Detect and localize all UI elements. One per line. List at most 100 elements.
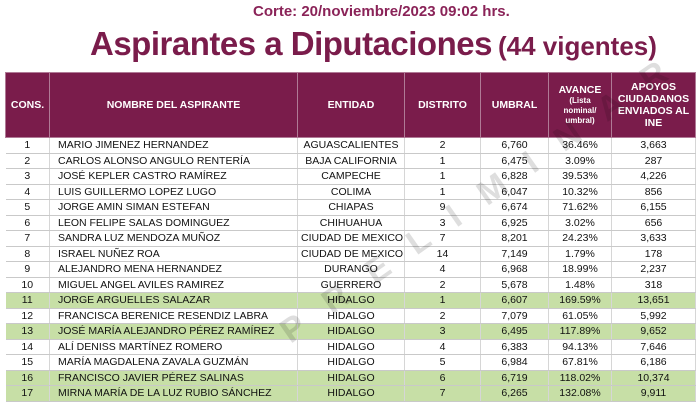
cell-avance: 18.99% <box>548 261 612 278</box>
cell-entidad: HIDALGO <box>297 323 405 340</box>
cell-apoyos: 656 <box>611 215 696 231</box>
table-row: 14 ALÍ DENISS MARTÍNEZ ROMERO HIDALGO 4 6,38… <box>5 339 696 355</box>
cell-distrito: 3 <box>404 323 481 340</box>
cell-cons: 17 <box>5 385 50 402</box>
cell-nombre: JOSÉ KEPLER CASTRO RAMÍREZ <box>49 168 298 185</box>
cell-entidad: CIUDAD DE MEXICO <box>297 246 405 262</box>
cell-umbral: 6,475 <box>480 153 549 169</box>
cell-avance: 1.48% <box>548 277 612 293</box>
cell-umbral: 7,079 <box>480 308 549 324</box>
cell-umbral: 6,047 <box>480 184 549 200</box>
cell-distrito: 2 <box>404 308 481 324</box>
col-header-apoyos: APOYOS CIUDADANOS ENVIADOS AL INE <box>611 72 696 138</box>
cell-apoyos: 2,237 <box>611 261 696 278</box>
cell-entidad: COLIMA <box>297 184 405 200</box>
cell-avance: 10.32% <box>548 184 612 200</box>
cell-entidad: CIUDAD DE MEXICO <box>297 230 405 247</box>
col-header-nombre: NOMBRE DEL ASPIRANTE <box>49 72 298 138</box>
page-title: Aspirantes a Diputaciones (44 vigentes) <box>90 25 657 63</box>
cell-umbral: 6,968 <box>480 261 549 278</box>
cell-apoyos: 6,155 <box>611 199 696 216</box>
cell-entidad: CHIHUAHUA <box>297 215 405 231</box>
cell-umbral: 6,674 <box>480 199 549 216</box>
cell-entidad: GUERRERO <box>297 277 405 293</box>
cell-distrito: 1 <box>404 153 481 169</box>
cell-cons: 11 <box>5 292 50 309</box>
cell-apoyos: 9,911 <box>611 385 696 402</box>
cell-cons: 5 <box>5 199 50 216</box>
cell-umbral: 6,383 <box>480 339 549 355</box>
cell-nombre: MARÍA MAGDALENA ZAVALA GUZMÁN <box>49 354 298 371</box>
cell-avance: 1.79% <box>548 246 612 262</box>
col-header-entidad: ENTIDAD <box>297 72 405 138</box>
cell-entidad: HIDALGO <box>297 292 405 309</box>
cell-cons: 8 <box>5 246 50 262</box>
cell-distrito: 1 <box>404 168 481 185</box>
cell-apoyos: 9,652 <box>611 323 696 340</box>
cell-nombre: CARLOS ALONSO ANGULO RENTERÍA <box>49 153 298 169</box>
col-header-cons: CONS. <box>5 72 50 138</box>
table-row: 9 ALEJANDRO MENA HERNANDEZ DURANGO 4 6,968 18… <box>5 261 696 278</box>
cell-umbral: 6,760 <box>480 137 549 154</box>
cell-distrito: 3 <box>404 215 481 231</box>
cell-avance: 94.13% <box>548 339 612 355</box>
cell-apoyos: 856 <box>611 184 696 200</box>
table-row: 17 MIRNA MARÍA DE LA LUZ RUBIO SÁNCHEZ HID… <box>5 385 696 402</box>
cell-avance: 117.89% <box>548 323 612 340</box>
table-row: 11 JORGE ARGUELLES SALAZAR HIDALGO 1 6,607 16… <box>5 292 696 309</box>
cell-entidad: CAMPECHE <box>297 168 405 185</box>
cell-entidad: AGUASCALIENTES <box>297 137 405 154</box>
avance-label: AVANCE <box>558 84 602 96</box>
col-header-distrito: DISTRITO <box>404 72 481 138</box>
cell-apoyos: 178 <box>611 246 696 262</box>
cell-nombre: LUIS GUILLERMO LOPEZ LUGO <box>49 184 298 200</box>
cell-distrito: 1 <box>404 184 481 200</box>
cell-distrito: 5 <box>404 354 481 371</box>
cell-nombre: JORGE AMIN SIMAN ESTEFAN <box>49 199 298 216</box>
cell-apoyos: 7,646 <box>611 339 696 355</box>
cell-cons: 6 <box>5 215 50 231</box>
table-row: 5 JORGE AMIN SIMAN ESTEFAN CHIAPAS 9 6,674 71… <box>5 199 696 216</box>
cell-nombre: ISRAEL NUÑEZ ROA <box>49 246 298 262</box>
avance-note: (Lista nominal/ umbral) <box>563 96 597 125</box>
cell-nombre: MIRNA MARÍA DE LA LUZ RUBIO SÁNCHEZ <box>49 385 298 402</box>
cell-distrito: 6 <box>404 370 481 386</box>
cell-apoyos: 318 <box>611 277 696 293</box>
table-row: 16 FRANCISCO JAVIER PÉREZ SALINAS HIDALGO 6… <box>5 370 696 386</box>
cell-entidad: HIDALGO <box>297 370 405 386</box>
cell-distrito: 2 <box>404 277 481 293</box>
cell-avance: 169.59% <box>548 292 612 309</box>
cell-umbral: 6,495 <box>480 323 549 340</box>
table-row: 2 CARLOS ALONSO ANGULO RENTERÍA BAJA CALIF… <box>5 153 696 169</box>
cell-cons: 15 <box>5 354 50 371</box>
title-main: Aspirantes a Diputaciones <box>90 25 492 62</box>
cell-entidad: BAJA CALIFORNIA <box>297 153 405 169</box>
cell-cons: 7 <box>5 230 50 247</box>
cell-distrito: 1 <box>404 292 481 309</box>
cell-distrito: 9 <box>404 199 481 216</box>
cell-umbral: 7,149 <box>480 246 549 262</box>
col-header-umbral: UMBRAL <box>480 72 549 138</box>
cell-apoyos: 10,374 <box>611 370 696 386</box>
cell-distrito: 2 <box>404 137 481 154</box>
cell-avance: 39.53% <box>548 168 612 185</box>
cell-apoyos: 287 <box>611 153 696 169</box>
cell-entidad: HIDALGO <box>297 339 405 355</box>
cell-cons: 12 <box>5 308 50 324</box>
table-row: 13 JOSÉ MARÍA ALEJANDRO PÉREZ RAMÍREZ HIDA… <box>5 323 696 340</box>
cell-nombre: JORGE ARGUELLES SALAZAR <box>49 292 298 309</box>
cell-distrito: 14 <box>404 246 481 262</box>
cell-apoyos: 3,663 <box>611 137 696 154</box>
cell-entidad: HIDALGO <box>297 385 405 402</box>
cell-cons: 2 <box>5 153 50 169</box>
cell-cons: 3 <box>5 168 50 185</box>
cell-umbral: 6,265 <box>480 385 549 402</box>
cell-cons: 9 <box>5 261 50 278</box>
cell-avance: 24.23% <box>548 230 612 247</box>
cell-avance: 3.02% <box>548 215 612 231</box>
cell-distrito: 7 <box>404 230 481 247</box>
cell-entidad: HIDALGO <box>297 308 405 324</box>
table-row: 15 MARÍA MAGDALENA ZAVALA GUZMÁN HIDALGO 5 6… <box>5 354 696 371</box>
table-header-row: CONS. NOMBRE DEL ASPIRANTE ENTIDAD DISTR… <box>5 72 696 138</box>
table-row: 7 SANDRA LUZ MENDOZA MUÑOZ CIUDAD DE MEXIC… <box>5 230 696 247</box>
